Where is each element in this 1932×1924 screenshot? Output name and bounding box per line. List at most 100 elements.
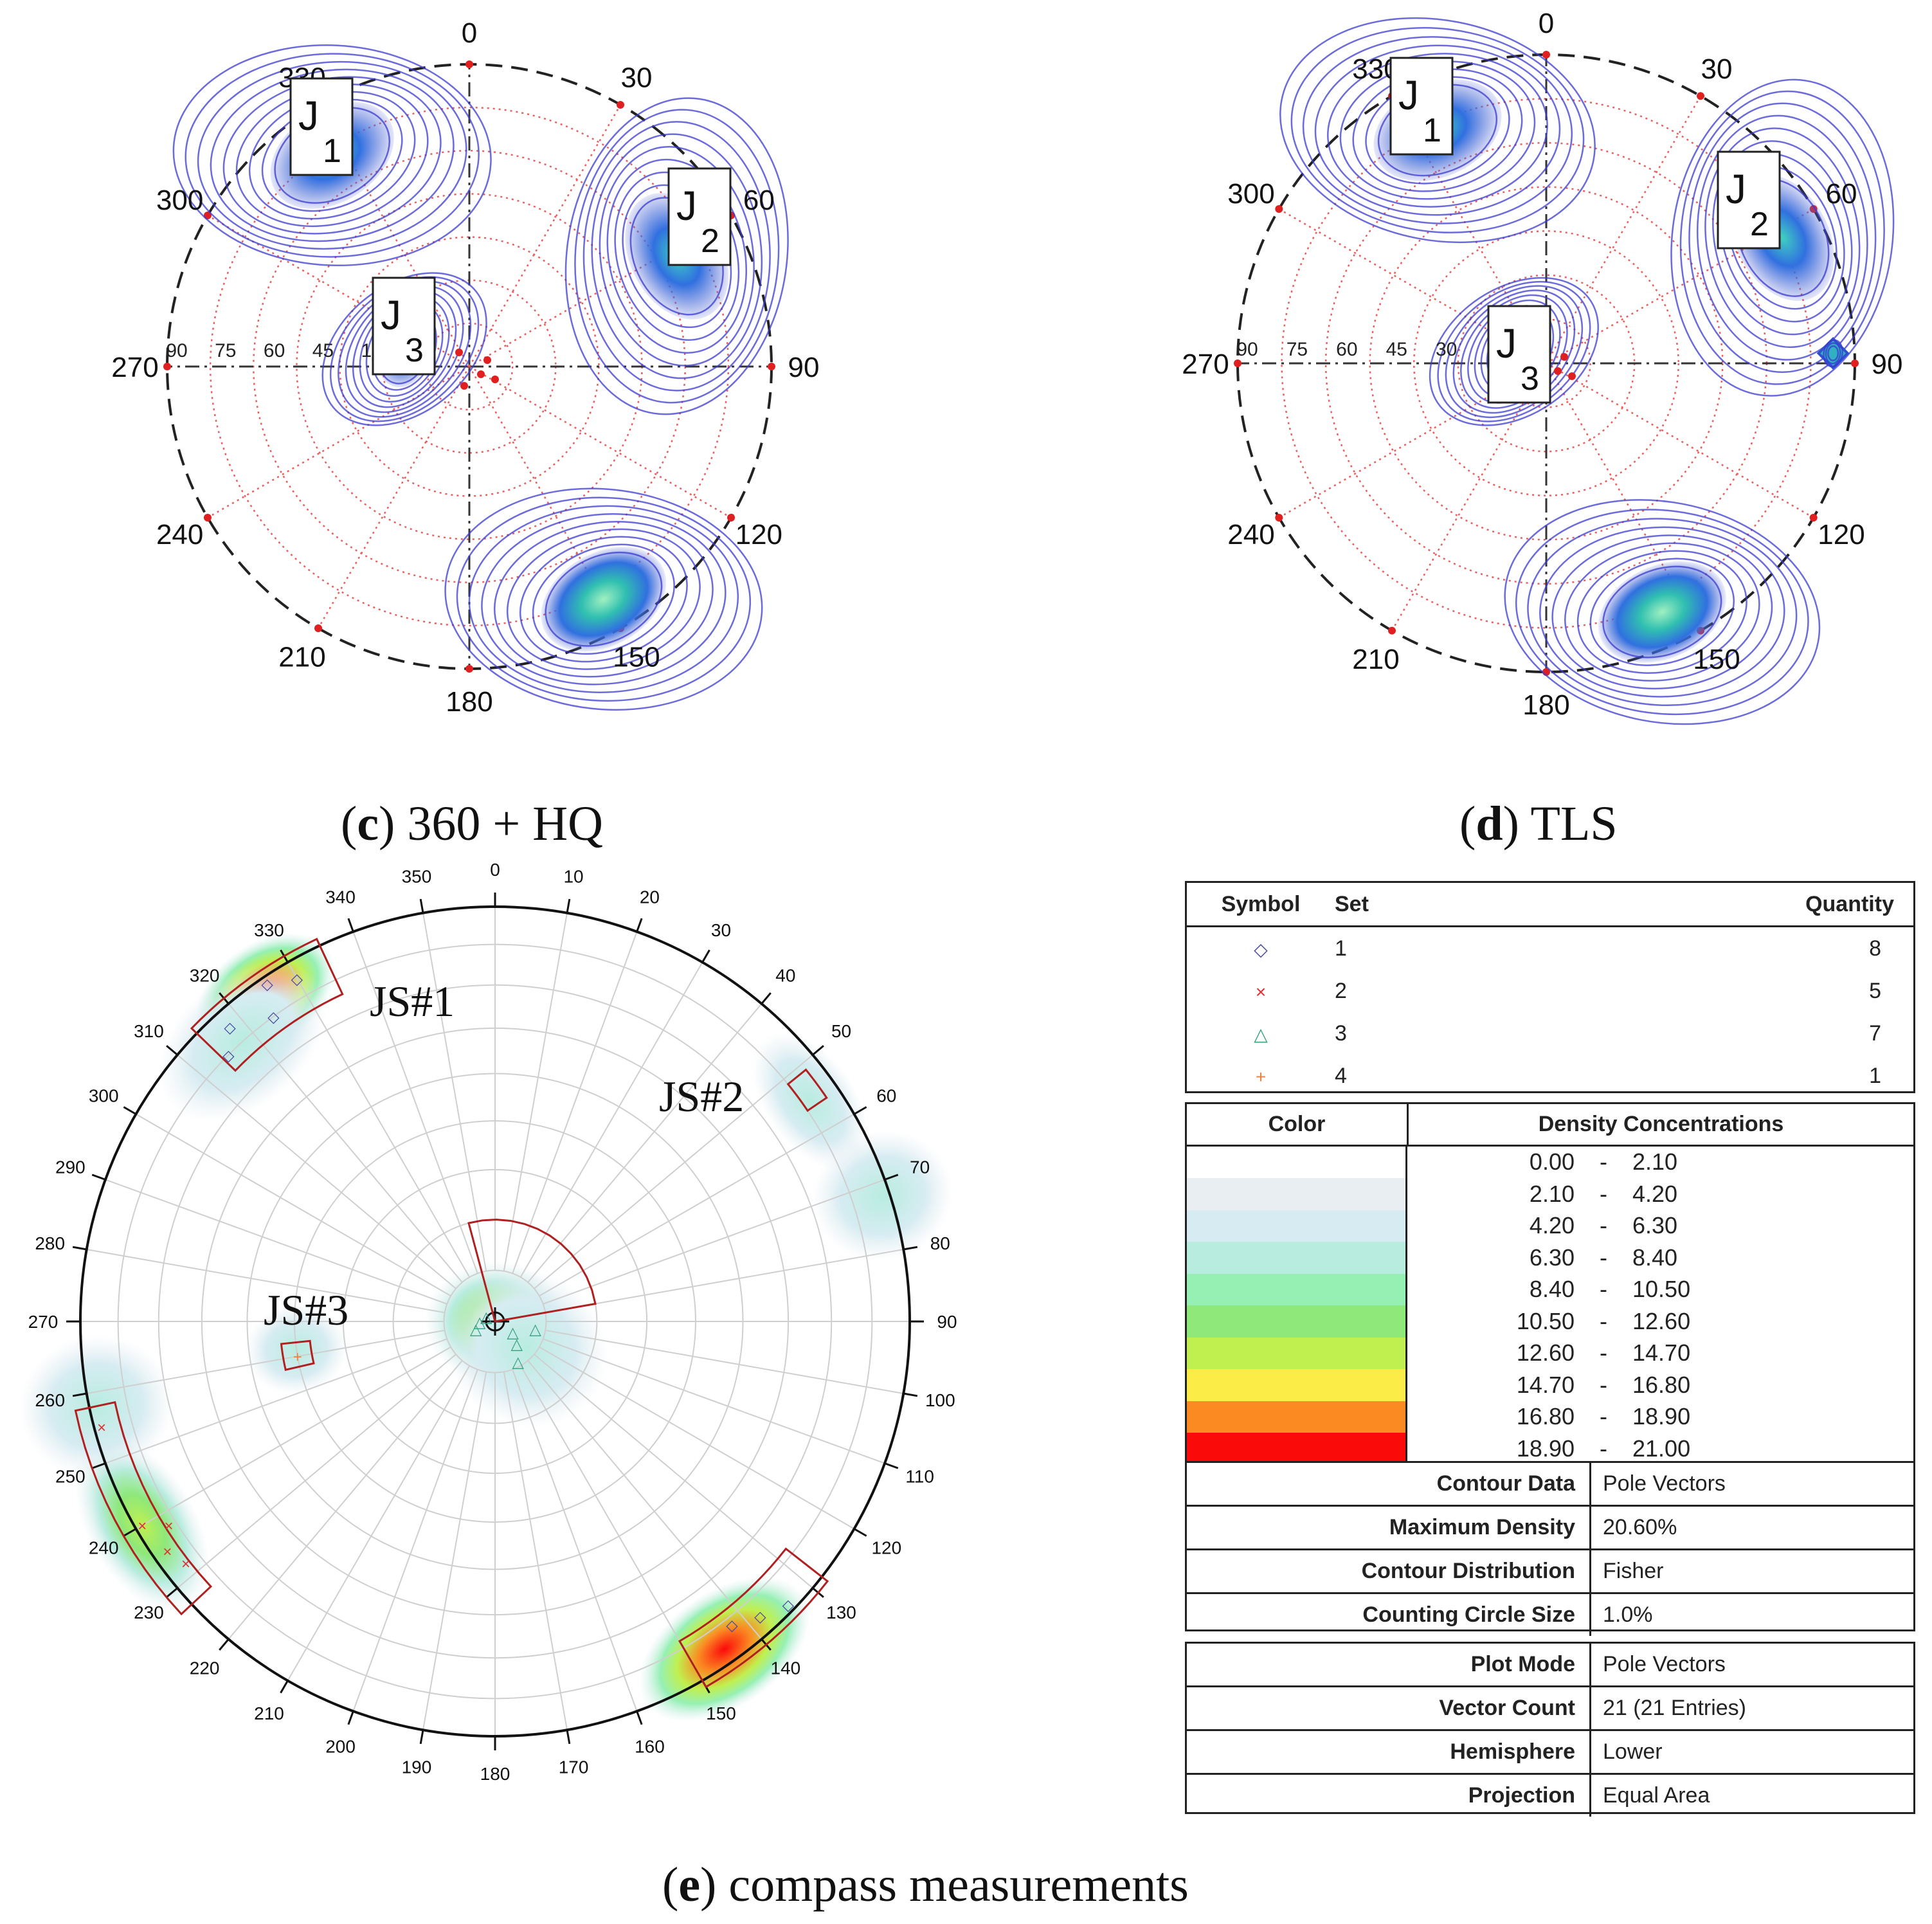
dip-label: 75 (215, 340, 236, 361)
joint-subscript: 1 (1423, 112, 1441, 149)
azimuth-label: 240 (89, 1538, 119, 1558)
azimuth-label: 250 (55, 1466, 86, 1486)
contour-line (506, 528, 701, 670)
azimuth-label: 180 (480, 1764, 510, 1784)
density-blob (445, 1267, 608, 1428)
tick-dot (768, 363, 775, 370)
contour-line (321, 272, 487, 426)
bin-to: 16.80 (1632, 1371, 1691, 1398)
contour-line (1825, 342, 1841, 365)
contour-line (1564, 542, 1760, 682)
azimuth-label: 80 (930, 1233, 950, 1253)
bin-from: 12.60 (1516, 1339, 1575, 1366)
azimuth-label: 230 (134, 1602, 164, 1622)
legend-set: 2 (1335, 978, 1347, 1003)
legend-set: 4 (1335, 1063, 1347, 1088)
azimuth-label: 140 (771, 1658, 801, 1678)
polar-grid (163, 60, 775, 673)
bin-to: 2.10 (1632, 1148, 1678, 1175)
color-swatch (1187, 1210, 1405, 1242)
joint-subscript: 3 (405, 332, 424, 369)
contour-line (1314, 44, 1561, 216)
tick-dot (617, 100, 624, 109)
set-window (280, 1339, 315, 1372)
tick-dot (727, 514, 736, 522)
bin-from: 10.50 (1516, 1307, 1575, 1334)
joint-label: J (298, 93, 319, 139)
pole-marker-set-1: ◇ (726, 1617, 738, 1635)
bin-dash: - (1600, 1276, 1607, 1303)
azimuth-spoke (86, 1329, 445, 1394)
property-value: Pole Vectors (1603, 1652, 1726, 1676)
tick (761, 992, 772, 1004)
legend-quantity: 1 (1869, 1063, 1881, 1088)
density-blob (752, 1032, 868, 1169)
bin-from: 16.80 (1516, 1403, 1575, 1430)
tick (166, 1587, 178, 1598)
dip-label: 75 (1286, 339, 1308, 360)
joint-label: J (676, 183, 697, 229)
plot-properties: Plot Mode Pole Vectors Vector Count 21 (2… (1185, 1642, 1915, 1817)
dip-label: 60 (1336, 339, 1357, 360)
azimuth-label: 340 (325, 887, 356, 907)
tick (884, 1462, 899, 1469)
legend-symbol: ◇ (1254, 939, 1268, 959)
azimuth-spoke (503, 912, 568, 1271)
tick-dot (1697, 92, 1704, 100)
azimuth-spoke (135, 1346, 451, 1530)
tick-dot (1851, 359, 1859, 367)
joint-box (667, 167, 732, 266)
set-labels: JS#1 JS#2 JS#3 (264, 977, 744, 1334)
caption-e: (e) compass measurements (662, 1858, 1189, 1912)
contour-line (456, 496, 752, 702)
dip-labels: 90 75 60 45 15 (166, 340, 383, 361)
property-value: 20.60% (1590, 1505, 1913, 1550)
azimuth-spoke (527, 1360, 763, 1640)
azimuth-label: 240 (156, 519, 203, 550)
azimuth-spoke (105, 1338, 447, 1464)
tick (219, 1638, 230, 1651)
tick (166, 1045, 178, 1056)
color-swatch (1187, 1433, 1405, 1465)
property-row: Projection Equal Area (1187, 1773, 1913, 1817)
bin-from: 14.70 (1516, 1371, 1575, 1398)
center-point (1554, 367, 1562, 375)
azimuth-spoke (519, 961, 703, 1278)
color-swatch (1187, 1369, 1405, 1401)
caption-c: (c) 360 + HQ (341, 797, 603, 851)
set-window (467, 1219, 597, 1323)
tick (419, 898, 424, 914)
azimuth-spoke (422, 1372, 487, 1730)
azimuth-spoke (527, 1003, 763, 1283)
tick (903, 1246, 918, 1251)
tick (91, 1174, 106, 1181)
azimuth-labels: 0 10 20 30 40 50 60 70 80 90 100 110 120 130 140 150 160… (28, 860, 957, 1784)
legend-set: 1 (1335, 936, 1347, 961)
azimuth-spoke (512, 931, 638, 1274)
bin-to: 21.00 (1632, 1435, 1691, 1462)
joint-box (289, 77, 354, 176)
pole-marker-set-2: × (181, 1556, 190, 1573)
bin-dash: - (1600, 1307, 1607, 1334)
symbol-header: Symbol (1221, 891, 1301, 916)
tick (72, 1246, 87, 1251)
set-window (786, 1068, 828, 1112)
azimuth-label: 270 (111, 352, 158, 383)
azimuth-spoke (105, 1179, 447, 1305)
azimuth-spoke (177, 1354, 456, 1589)
azimuth-label: 270 (1182, 349, 1229, 380)
property-label: Contour Data (1187, 1463, 1591, 1506)
property-label: Counting Circle Size (1187, 1592, 1591, 1636)
legend-row: ◇ 1 8 (1187, 927, 1913, 970)
azimuth-label: 30 (1701, 53, 1733, 85)
set-windows (74, 938, 829, 1689)
property-value: Equal Area (1590, 1773, 1913, 1817)
azimuth-label: 350 (402, 867, 432, 887)
bin-to: 8.40 (1632, 1244, 1678, 1271)
azimuth-spoke (545, 1249, 904, 1314)
tick (636, 918, 643, 932)
azimuth-spoke (422, 912, 487, 1271)
tick-dot (1275, 205, 1283, 213)
